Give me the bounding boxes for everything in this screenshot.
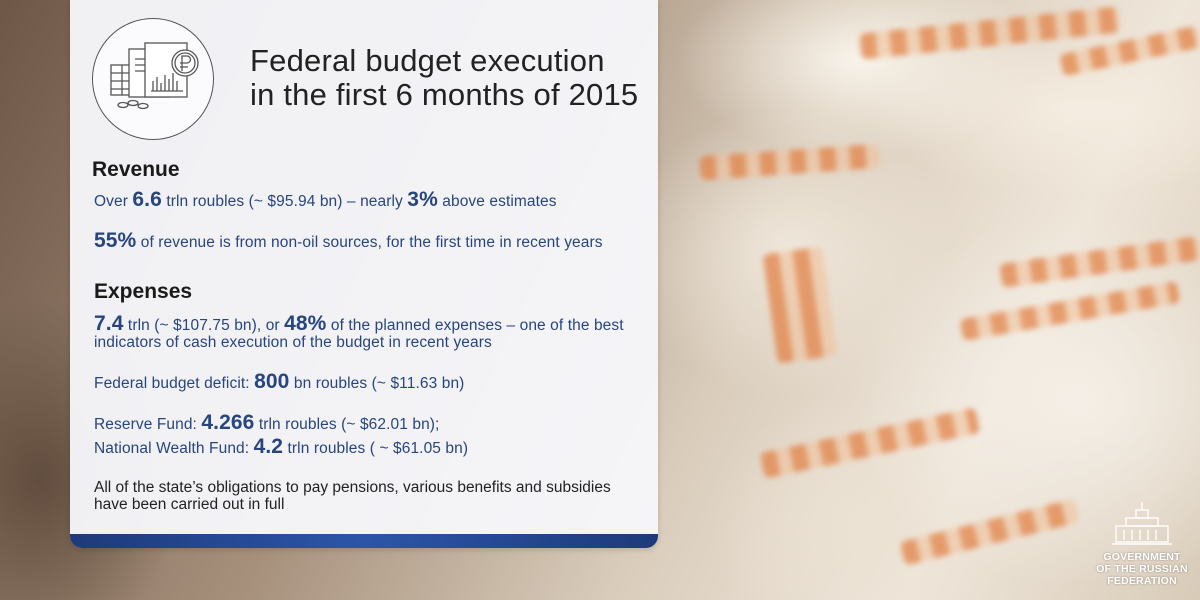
text: Federal budget deficit: [94,375,255,392]
wealth-value: 4.2 [253,435,284,458]
emblem-line-3: FEDERATION [1107,575,1177,587]
deficit-line: Federal budget deficit: 800 bn roubles (… [94,370,464,394]
title-line-2: in the first 6 months of 2015 [250,77,639,112]
title-line-1: Federal budget execution [250,43,605,78]
budget-documents-ruble-icon [92,18,214,140]
government-emblem: GOVERNMENT OF THE RUSSIAN FEDERATION [1092,500,1192,587]
expenses-value: 7.4 [94,312,124,335]
text: Over [94,193,133,210]
text: trln roubles (~ $62.01 bn); [254,416,440,433]
text: trln (~ $107.75 bn), or [123,317,285,334]
info-panel: Federal budget execution in the first 6 … [70,0,658,548]
text: bn roubles (~ $11.63 bn) [289,375,465,392]
text: of revenue is from non-oil sources, for … [136,234,603,251]
reserve-value: 4.266 [201,411,255,434]
bottom-accent-bar [70,534,658,548]
government-building-icon [1112,502,1172,545]
reserve-fund-line: Reserve Fund: 4.266 trln roubles (~ $62.… [94,411,439,435]
text: trln roubles (~ $95.94 bn) – nearly [161,193,408,210]
expenses-heading: Expenses [94,280,193,303]
text: above estimates [437,193,557,210]
expenses-line-1b: indicators of cash execution of the budg… [94,334,492,351]
emblem-line-2: OF THE RUSSIAN [1096,563,1188,575]
text: trln roubles ( ~ $61.05 bn) [283,440,469,457]
page-title: Federal budget execution in the first 6 … [250,44,650,112]
text: of the planned expenses – one of the bes… [326,317,624,334]
deficit-value: 800 [254,370,290,393]
non-oil-percent: 55% [94,229,137,252]
revenue-heading: Revenue [92,158,180,181]
obligations-line-2: have been carried out in full [94,496,285,513]
obligations-text: All of the state’s obligations to pay pe… [94,479,611,513]
revenue-value: 6.6 [132,188,162,211]
revenue-line-2: 55% of revenue is from non-oil sources, … [94,229,603,253]
text: National Wealth Fund: [94,440,254,457]
wealth-fund-line: National Wealth Fund: 4.2 trln roubles (… [94,435,468,459]
revenue-line-1: Over 6.6 trln roubles (~ $95.94 bn) – ne… [94,188,557,212]
expenses-percent: 48% [284,312,327,335]
text: Reserve Fund: [94,416,202,433]
revenue-percent: 3% [407,188,438,211]
expenses-line-1: 7.4 trln (~ $107.75 bn), or 48% of the p… [94,312,624,336]
obligations-line-1: All of the state’s obligations to pay pe… [94,479,611,496]
emblem-line-1: GOVERNMENT [1103,551,1181,563]
